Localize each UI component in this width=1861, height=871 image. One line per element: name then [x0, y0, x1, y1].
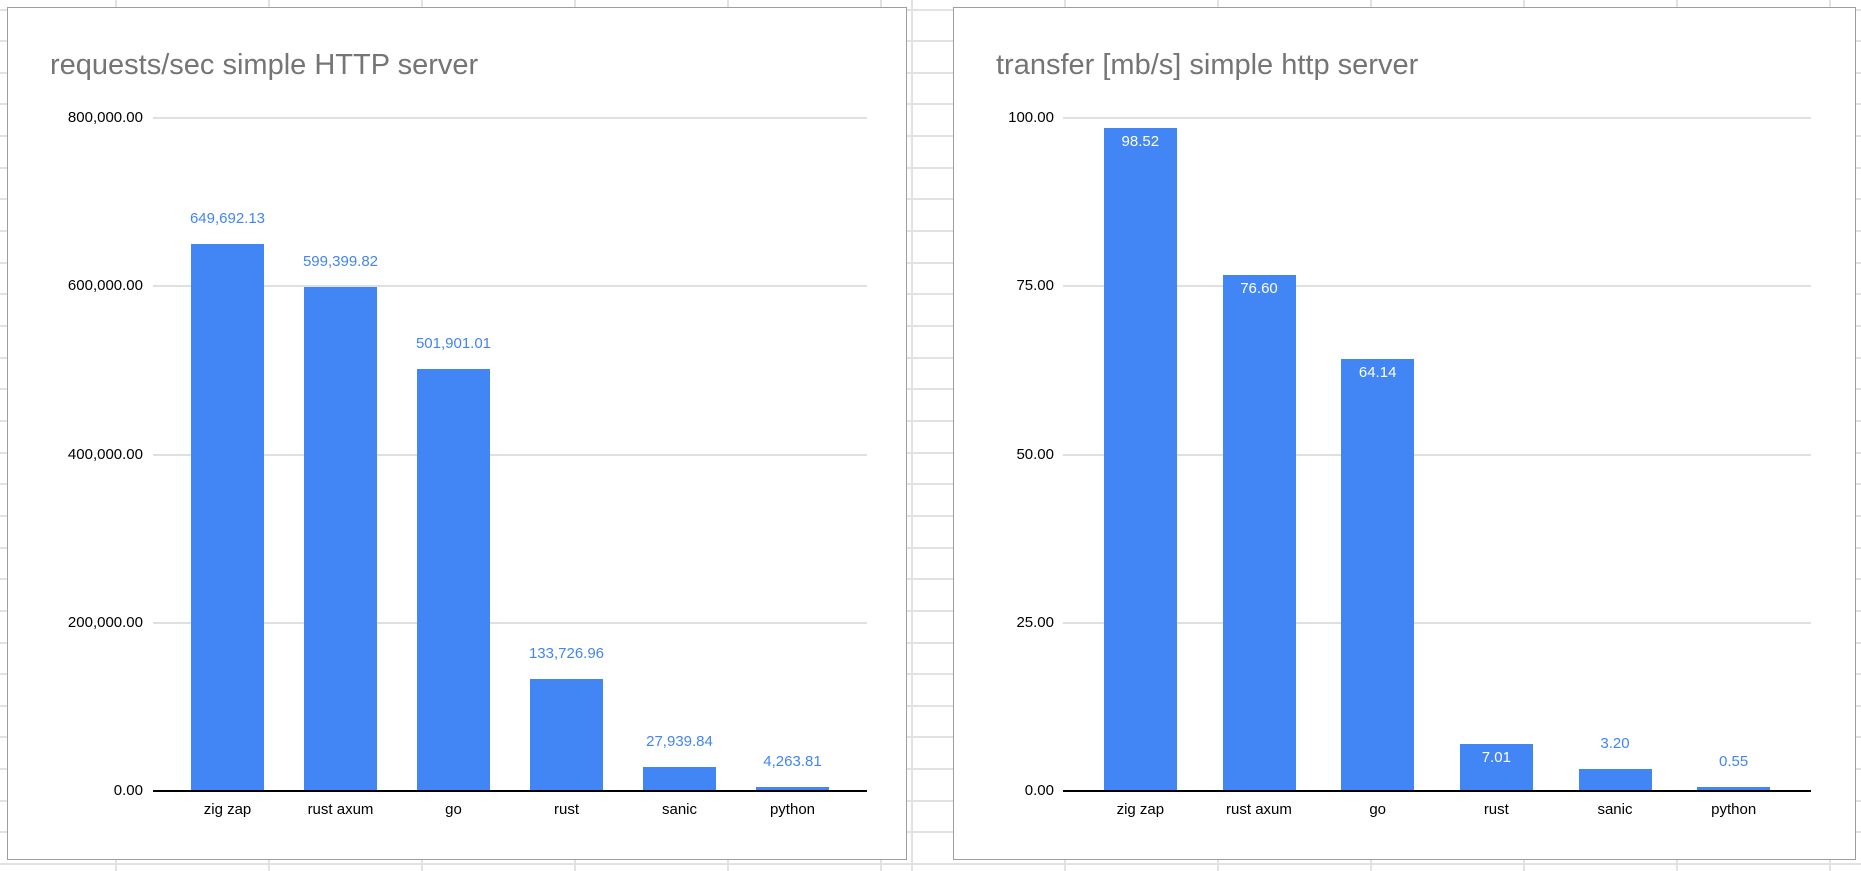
bar-value-label: 98.52	[1121, 132, 1160, 150]
bar-value-label: 3.20	[1600, 735, 1630, 753]
x-axis-category-label: rust	[553, 801, 579, 818]
x-axis-category-label: rust axum	[1226, 801, 1292, 818]
x-axis-category-label: rust	[1483, 801, 1509, 818]
bar-value-label: 649,692.13	[189, 210, 266, 228]
sheet-row-gridline	[0, 609, 1861, 612]
x-axis-baseline	[153, 790, 867, 792]
y-gridline	[153, 453, 867, 456]
bar-zig-zap	[191, 244, 264, 791]
sheet-column-gridline	[911, 0, 913, 871]
sheet-row-gridline	[0, 261, 1861, 264]
sheet-row-gridline	[0, 71, 1861, 74]
sheet-row-gridline	[0, 325, 1861, 327]
x-axis-category-label: sanic	[661, 801, 698, 818]
y-axis-tick-label: 75.00	[1016, 277, 1054, 295]
y-axis-tick-label: 0.00	[1024, 782, 1054, 799]
bar-value-label: 4,263.81	[763, 753, 822, 771]
x-axis-category-label: python	[769, 801, 816, 818]
sheet-row-gridline	[0, 673, 1861, 676]
sheet-row-gridline	[0, 546, 1861, 549]
bar-value-label: 7.01	[1481, 748, 1511, 766]
sheet-row-gridline	[0, 831, 1861, 834]
bar-rust-axum	[304, 286, 377, 791]
y-axis-tick-label: 200,000.00	[67, 613, 143, 631]
x-axis-category-label: zig zap	[1116, 801, 1165, 818]
sheet-row-gridline	[0, 514, 1861, 517]
y-gridline	[1063, 621, 1811, 624]
sheet-row-gridline	[0, 451, 1861, 454]
bar-value-label: 64.14	[1358, 364, 1397, 382]
y-axis-tick-label: 800,000.00	[67, 109, 143, 126]
y-gridline	[153, 117, 867, 119]
sheet-row-gridline	[0, 166, 1861, 169]
sheet-row-gridline	[0, 388, 1861, 391]
y-axis-tick-label: 600,000.00	[67, 277, 143, 295]
chart-title: transfer [mb/s] simple http server	[996, 49, 1419, 81]
bar-rust	[1459, 743, 1533, 791]
sheet-row-gridline	[0, 768, 1861, 771]
y-axis-tick-label: 0.00	[113, 782, 143, 799]
bar-value-label: 0.55	[1719, 753, 1749, 771]
bar-value-label: 76.60	[1240, 280, 1278, 298]
x-axis-category-label: go	[1369, 801, 1386, 818]
sheet-row-gridline	[0, 103, 1861, 106]
sheet-row-gridline	[0, 704, 1861, 707]
y-axis-tick-label: 25.00	[1016, 613, 1054, 631]
bar-sanic	[643, 767, 716, 791]
sheet-row-gridline	[0, 483, 1861, 486]
x-axis-category-label: rust axum	[307, 801, 374, 818]
y-axis-tick-label: 50.00	[1016, 445, 1054, 463]
x-axis-category-label: zig zap	[203, 801, 252, 818]
sheet-row-gridline	[0, 8, 1861, 11]
x-axis-category-label: sanic	[1597, 801, 1633, 818]
y-axis-tick-label: 400,000.00	[67, 445, 143, 463]
bar-go	[417, 368, 490, 791]
sheet-row-gridline	[0, 198, 1861, 201]
sheet-row-gridline	[0, 230, 1861, 233]
chart-transfer-mbs[interactable]: transfer [mb/s] simple http server 100.0…	[953, 7, 1856, 860]
sheet-row-gridline	[0, 863, 1861, 866]
sheet-row-gridline	[0, 736, 1861, 739]
sheet-row-gridline	[0, 799, 1861, 802]
sheet-row-gridline	[0, 419, 1861, 422]
chart-title: requests/sec simple HTTP server	[50, 49, 479, 81]
bar-value-label: 133,726.96	[528, 644, 605, 662]
sheet-row-gridline	[0, 356, 1861, 359]
y-gridline	[153, 621, 867, 624]
sheet-row-gridline	[0, 135, 1861, 138]
bar-rust-axum	[1222, 275, 1296, 791]
bar-sanic	[1578, 769, 1652, 791]
sheet-row-gridline	[0, 40, 1861, 43]
sheet-row-gridline	[0, 641, 1861, 644]
bar-zig-zap	[1103, 127, 1177, 791]
x-axis-category-label: python	[1711, 801, 1757, 818]
sheet-row-gridline	[0, 293, 1861, 296]
bar-python	[1697, 787, 1771, 791]
y-gridline	[1063, 453, 1811, 456]
bar-value-label: 501,901.01	[415, 334, 492, 352]
bar-rust	[530, 678, 603, 791]
y-gridline	[1063, 117, 1811, 119]
chart-requests-per-sec[interactable]: requests/sec simple HTTP server 800,000.…	[7, 7, 907, 860]
bar-value-label: 27,939.84	[646, 733, 713, 751]
y-gridline	[153, 285, 867, 288]
bar-value-label: 599,399.82	[302, 252, 379, 270]
x-axis-category-label: go	[445, 801, 462, 818]
bar-python	[756, 787, 829, 791]
y-gridline	[1063, 285, 1811, 288]
bar-go	[1341, 359, 1415, 791]
sheet-row-gridline	[0, 578, 1861, 581]
x-axis-baseline	[1063, 790, 1811, 792]
y-axis-tick-label: 100.00	[1008, 109, 1054, 126]
